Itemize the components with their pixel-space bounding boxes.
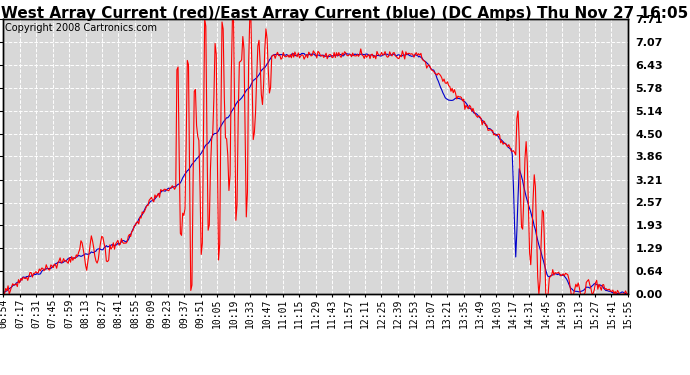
Text: Copyright 2008 Cartronics.com: Copyright 2008 Cartronics.com xyxy=(5,23,157,33)
Text: West Array Current (red)/East Array Current (blue) (DC Amps) Thu Nov 27 16:05: West Array Current (red)/East Array Curr… xyxy=(1,6,689,21)
